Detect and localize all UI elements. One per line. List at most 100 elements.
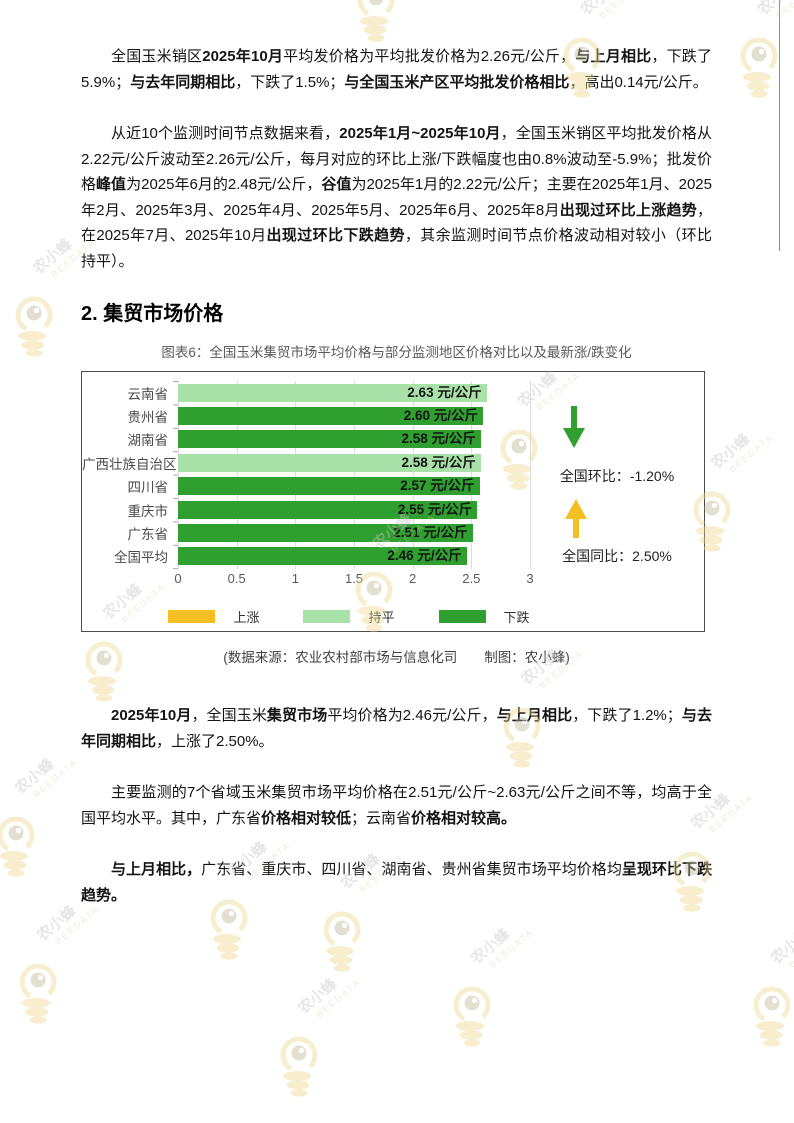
mom-change-text: 全国环比：-1.20% (560, 466, 674, 486)
watermark-name: 农小蜂 (755, 0, 794, 19)
category-label: 广西壮族自治区 (82, 456, 177, 472)
bar-track: 2.63 元/公斤 (178, 383, 530, 402)
watermark-name: 农小蜂 (34, 902, 80, 945)
bold-text-run: 2025年1月~2025年10月 (339, 125, 501, 142)
watermark-subname: BEEDATA (707, 791, 756, 835)
x-axis-tick-label: 1.5 (344, 571, 364, 587)
legend-color-chip (303, 610, 351, 623)
category-label: 重庆市 (127, 503, 169, 519)
bold-text-run: 2025年10月 (202, 48, 284, 65)
bar-value-label: 2.57 元/公斤 (400, 478, 475, 494)
bar: 2.51 元/公斤 (178, 524, 473, 543)
x-axis-tick-label: 2.5 (462, 571, 481, 587)
paragraph-mom-decline: 与上月相比，广东省、重庆市、四川省、湖南省、贵州省集贸市场平均价格均呈现环比下跌… (81, 857, 712, 908)
bar: 2.55 元/公斤 (178, 500, 478, 519)
gridline (412, 381, 414, 569)
watermark-name: 农小蜂 (295, 975, 341, 1018)
yoy-annotation: 全国同比：2.50% (562, 499, 672, 566)
up-arrow-icon (565, 499, 588, 538)
text-run: 从近10个监测时间节点数据来看， (111, 125, 340, 142)
bold-text-run: 价格相对较低 (261, 809, 352, 827)
down-arrow-icon (562, 406, 585, 448)
figure-title: 图表6：全国玉米集贸市场平均价格与部分监测地区价格对比以及最新涨/跌变化 (161, 345, 632, 360)
bar-value-label: 2.46 元/公斤 (387, 548, 462, 564)
category-label: 四川省 (127, 480, 169, 496)
paragraph-wholesale-trend: 从近10个监测时间节点数据来看，2025年1月~2025年10月，全国玉米销区平… (81, 121, 712, 274)
bold-text-run: 与上月相比 (575, 48, 652, 65)
gridline (178, 381, 179, 569)
text-run: 全国玉米销区 (111, 48, 203, 65)
annotation-label: 全国环比： (559, 468, 630, 484)
watermark-subname: BEEDATA (727, 431, 776, 475)
annotation-value: -1.20% (629, 468, 675, 484)
watermark-name: 农小蜂 (708, 430, 754, 473)
text-run: ，其余监测时间节点价格波动相对较小（环比持平）。 (81, 227, 712, 270)
bar: 2.46 元/公斤 (178, 547, 467, 566)
bee-logo-icon (740, 37, 778, 98)
bar-row: 贵州省 2.60 元/公斤 (82, 404, 530, 427)
legend-item: 持平 (303, 607, 395, 626)
chart-legend: 上涨 持平 下跌 (82, 607, 704, 626)
text-run: 广东省、重庆市、四川省、湖南省、贵州省集贸市场平均价格均 (201, 861, 622, 878)
bar: 2.58 元/公斤 (178, 430, 481, 449)
bold-text-run: 与去年同期相比 (130, 73, 236, 91)
page-content: 全国玉米销区2025年10月平均发价格为平均批发价格为2.26元/公斤，与上月相… (81, 44, 712, 934)
gridline (530, 381, 531, 569)
watermark-name: 农小蜂 (768, 925, 794, 968)
bold-text-run: 与上月相比， (111, 861, 202, 878)
legend-item: 下跌 (438, 607, 530, 626)
legend-label: 持平 (368, 610, 395, 625)
bar-row: 四川省 2.57 元/公斤 (82, 475, 530, 498)
page-edge-line (779, 0, 780, 251)
section-heading: 2. 集贸市场价格 (81, 303, 224, 325)
x-axis-tick-label: 2 (409, 571, 417, 587)
text-run: ，在2025年7月、2025年10月 (81, 201, 712, 245)
bee-logo-icon (280, 1036, 318, 1097)
watermark-name: 农小蜂 (578, 0, 623, 19)
watermark-subname: BEEDATA (314, 976, 363, 1020)
bar-value-label: 2.58 元/公斤 (401, 454, 476, 470)
paragraph-wholesale-summary: 全国玉米销区2025年10月平均发价格为平均批发价格为2.26元/公斤，与上月相… (81, 44, 712, 95)
bold-text-run: 与上月相比 (496, 707, 573, 724)
category-axis-ticks (173, 381, 178, 570)
bar-track: 2.55 元/公斤 (178, 500, 530, 519)
text-run: 平均发价格为平均批发价格为2.26元/公斤， (283, 48, 576, 65)
watermark-subname: BEEDATA (774, 0, 794, 21)
bold-text-run: 价格相对较高。 (411, 809, 517, 827)
bar-value-label: 2.63 元/公斤 (407, 384, 482, 400)
x-axis-tick-label: 3 (526, 571, 534, 587)
bar-track: 2.60 元/公斤 (178, 407, 530, 426)
bar-row: 重庆市 2.55 元/公斤 (82, 498, 530, 521)
bold-text-run: 与全国玉米产区平均批发价格相比 (344, 73, 570, 91)
bar-row: 云南省 2.63 元/公斤 (82, 381, 530, 404)
text-run: 为2025年1月的2.22元/公斤；主要在2025年1月、2025年2月、202… (81, 176, 712, 219)
gridline (295, 381, 297, 569)
legend-label: 上涨 (233, 610, 260, 625)
bee-logo-icon (19, 963, 57, 1024)
x-axis-tick-label: 1 (291, 571, 299, 587)
bar-value-label: 2.51 元/公斤 (393, 525, 468, 541)
bar-row: 全国平均 2.46 元/公斤 (82, 545, 530, 568)
text-run: 主要监测的7个省域玉米集贸市场平均价格在2.51元/公斤~2.63元/公斤之间不… (81, 784, 712, 827)
bold-text-run: 峰值 (96, 176, 127, 193)
text-run: ，下跌了1.2%； (572, 707, 682, 724)
bold-text-run: 与去年同期相比 (81, 707, 712, 750)
paragraph-market-summary: 2025年10月，全国玉米集贸市场平均价格为2.46元/公斤，与上月相比，下跌了… (81, 703, 712, 754)
watermark-name: 农小蜂 (12, 755, 58, 798)
legend-label: 下跌 (503, 610, 530, 625)
category-label: 全国平均 (114, 550, 168, 566)
text-run: ；云南省 (351, 809, 412, 827)
gridline (354, 381, 355, 569)
text-run: ，高出0.14元/公斤。 (569, 73, 708, 91)
legend-item: 上涨 (168, 607, 259, 626)
bar-value-label: 2.55 元/公斤 (397, 501, 473, 517)
watermark-subname: BEEDATA (597, 0, 645, 21)
bee-logo-icon (0, 816, 35, 877)
